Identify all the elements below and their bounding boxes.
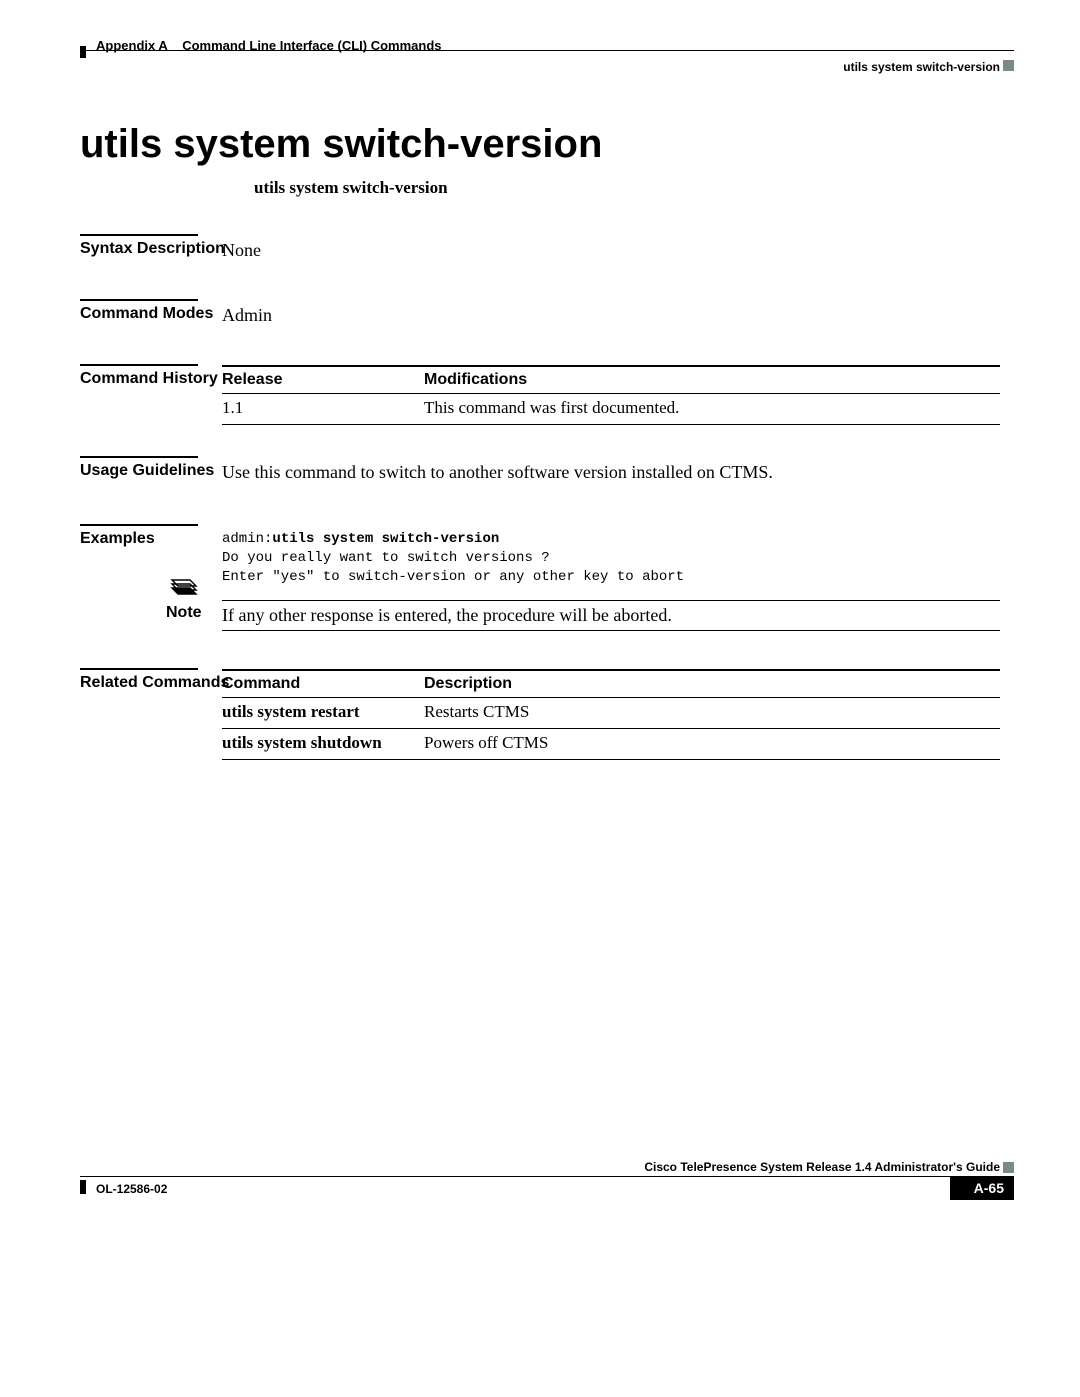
header-left-bar xyxy=(80,46,86,58)
command-modes-label: Command Modes xyxy=(80,305,213,323)
page-title: utils system switch-version xyxy=(80,122,602,167)
examples-block: admin:utils system switch-version Do you… xyxy=(222,530,1000,587)
header-square-icon xyxy=(1003,60,1014,71)
usage-guidelines-value: Use this command to switch to another so… xyxy=(222,462,1000,483)
related-cmd: utils system restart xyxy=(222,698,424,729)
command-history-label: Command History xyxy=(80,370,218,388)
header-appendix: Appendix A xyxy=(96,38,168,53)
related-commands-rule xyxy=(80,668,198,670)
related-col-desc: Description xyxy=(424,670,1000,698)
header-chapter: Command Line Interface (CLI) Commands xyxy=(182,38,441,53)
note-label: Note xyxy=(166,604,202,622)
history-col-release: Release xyxy=(222,366,424,394)
syntax-line: utils system switch-version xyxy=(254,178,448,198)
footer-rule xyxy=(80,1176,1014,1177)
footer-left-bar xyxy=(80,1180,86,1194)
footer-guide: Cisco TelePresence System Release 1.4 Ad… xyxy=(644,1160,1000,1174)
related-commands-label: Related Commands xyxy=(80,674,229,692)
related-desc: Powers off CTMS xyxy=(424,729,1000,760)
table-row: utils system shutdown Powers off CTMS xyxy=(222,729,1000,760)
related-col-cmd: Command xyxy=(222,670,424,698)
example-cmd: utils system switch-version xyxy=(272,531,499,547)
syntax-desc-label: Syntax Description xyxy=(80,240,225,258)
related-desc: Restarts CTMS xyxy=(424,698,1000,729)
history-release: 1.1 xyxy=(222,394,424,425)
command-modes-rule xyxy=(80,299,198,301)
page-number-tab: A-65 xyxy=(950,1176,1014,1200)
example-prompt: admin: xyxy=(222,531,272,547)
footer-docnum: OL-12586-02 xyxy=(96,1182,167,1196)
example-line3: Enter "yes" to switch-version or any oth… xyxy=(222,569,684,585)
table-row: 1.1 This command was first documented. xyxy=(222,394,1000,425)
header-breadcrumb: Appendix A Command Line Interface (CLI) … xyxy=(96,38,442,53)
related-cmd: utils system shutdown xyxy=(222,729,424,760)
note-text: If any other response is entered, the pr… xyxy=(222,605,672,626)
footer-square-icon xyxy=(1003,1162,1014,1173)
note-pencil-icon xyxy=(170,578,198,598)
example-line2: Do you really want to switch versions ? xyxy=(222,550,550,566)
related-commands-table: Command Description utils system restart… xyxy=(222,669,1000,760)
syntax-desc-value: None xyxy=(222,240,1000,261)
note-rule-top xyxy=(222,600,1000,601)
header-section: utils system switch-version xyxy=(843,60,1000,74)
command-modes-value: Admin xyxy=(222,305,1000,326)
usage-guidelines-label: Usage Guidelines xyxy=(80,462,214,480)
examples-label: Examples xyxy=(80,530,155,548)
usage-guidelines-rule xyxy=(80,456,198,458)
table-row: utils system restart Restarts CTMS xyxy=(222,698,1000,729)
note-rule-bottom xyxy=(222,630,1000,631)
history-col-mods: Modifications xyxy=(424,366,1000,394)
history-mods: This command was first documented. xyxy=(424,394,1000,425)
command-history-rule xyxy=(80,364,198,366)
syntax-desc-rule xyxy=(80,234,198,236)
examples-rule xyxy=(80,524,198,526)
command-history-table: Release Modifications 1.1 This command w… xyxy=(222,365,1000,425)
